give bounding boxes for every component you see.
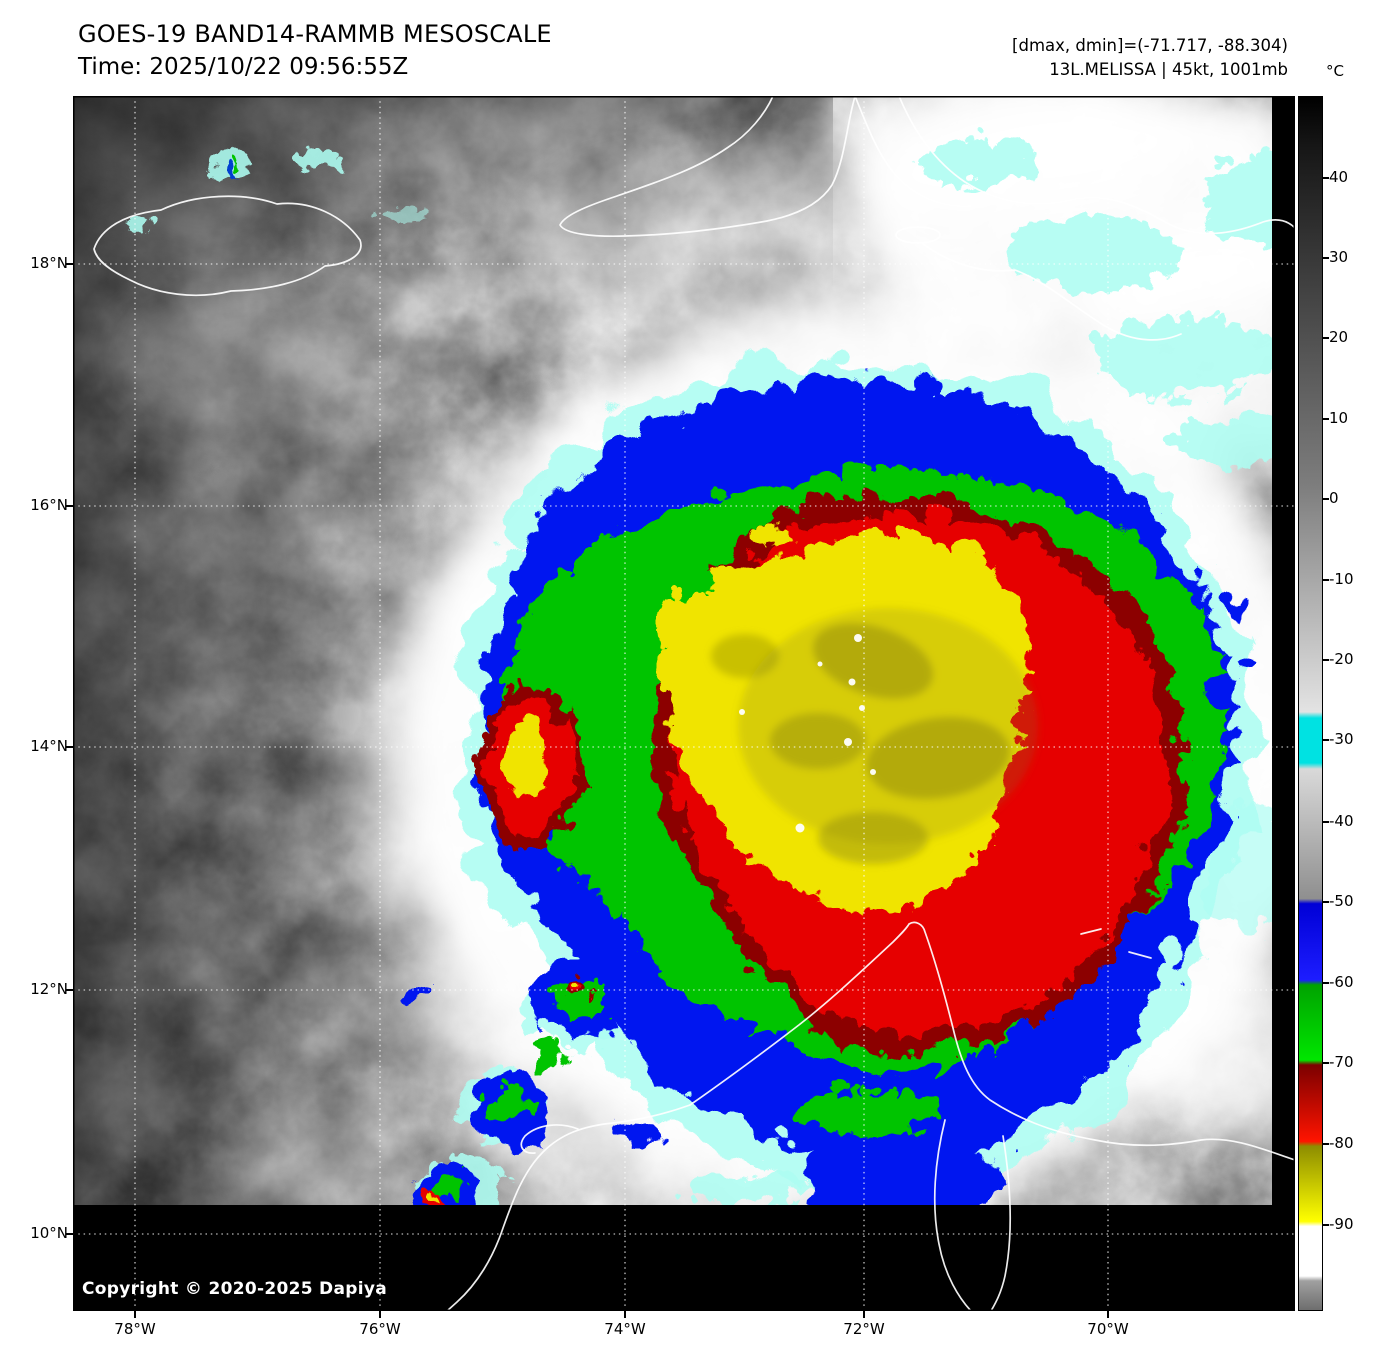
colorbar-tick (1323, 579, 1329, 581)
colorbar-tick (1323, 659, 1329, 661)
colorbar-tick (1323, 1062, 1329, 1064)
colorbar-label-0: 0 (1329, 489, 1339, 507)
colorbar-tick (1323, 739, 1329, 741)
axis-tick (66, 505, 73, 507)
colorbar-tick (1323, 982, 1329, 984)
coastline-gonave-gulf (854, 96, 972, 208)
axis-tick (66, 263, 73, 265)
overshooting-tops (739, 634, 876, 833)
title-block: GOES-19 BAND14-RAMMB MESOSCALE Time: 202… (78, 18, 552, 84)
graticule (73, 96, 1295, 1311)
lon-label-70w: 70°W (1087, 1320, 1129, 1338)
colorbar-label-n80: -80 (1329, 1134, 1354, 1152)
colorbar-label-20: 20 (1329, 328, 1349, 346)
lon-label-72w: 72°W (843, 1320, 885, 1338)
no-data-mask (73, 96, 1295, 1311)
axis-tick (66, 1233, 73, 1235)
colorbar-tick (1323, 257, 1329, 259)
colorbar-label-n30: -30 (1329, 730, 1354, 748)
page-title: GOES-19 BAND14-RAMMB MESOSCALE (78, 20, 552, 48)
timestamp: Time: 2025/10/22 09:56:55Z (78, 54, 409, 80)
coastline-maracaibo-east (990, 1135, 1011, 1311)
colorbar-label-10: 10 (1329, 409, 1349, 427)
colorbar-tick (1323, 498, 1329, 500)
colorbar-label-n10: -10 (1329, 570, 1354, 588)
lat-label-10n: 10°N (30, 1224, 68, 1242)
map-border (73, 96, 1295, 1311)
colorbar-label-n90: -90 (1329, 1215, 1354, 1233)
coastline-haiti-peninsula (559, 96, 856, 238)
colorbar-label-n50: -50 (1329, 892, 1354, 910)
island-a (1080, 928, 1102, 935)
coastline-south-america (689, 921, 1295, 1161)
lat-label-14n: 14°N (30, 737, 68, 755)
colorbar-tick (1323, 901, 1329, 903)
lon-label-76w: 76°W (359, 1320, 401, 1338)
lat-label-12n: 12°N (30, 980, 68, 998)
lat-label-18n: 18°N (30, 254, 68, 272)
map-frame (73, 96, 1295, 1311)
colorbar-label-n20: -20 (1329, 650, 1354, 668)
lon-label-74w: 74°W (604, 1320, 646, 1338)
axis-tick (134, 1311, 136, 1318)
colorbar-tick (1323, 821, 1329, 823)
colorbar-tick (1323, 337, 1329, 339)
axis-tick (1107, 1311, 1109, 1318)
axis-tick (624, 1311, 626, 1318)
axis-tick (379, 1311, 381, 1318)
lon-label-78w: 78°W (114, 1320, 156, 1338)
storm-info: 13L.MELISSA | 45kt, 1001mb (1049, 60, 1288, 79)
coastline-hispaniola-bay (922, 243, 1182, 341)
colorbar-tick (1323, 177, 1329, 179)
core-texture (711, 608, 1038, 864)
info-block: [dmax, dmin]=(-71.717, -88.304) 13L.MELI… (1012, 34, 1288, 82)
coastline-jamaica (93, 195, 362, 297)
coastline-colombia (446, 1104, 691, 1311)
colorbar (1298, 96, 1323, 1311)
coastlines (93, 96, 1295, 1311)
colorbar-label-n40: -40 (1329, 812, 1354, 830)
satellite-image (73, 96, 1295, 1311)
axis-tick (863, 1311, 865, 1318)
dmax-dmin-readout: [dmax, dmin]=(-71.717, -88.304) (1012, 36, 1288, 55)
coastline-lagoon (520, 1124, 579, 1154)
colorbar-tick (1323, 1224, 1329, 1226)
colorbar-label-40: 40 (1329, 168, 1349, 186)
lat-label-16n: 16°N (30, 496, 68, 514)
colorbar-label-30: 30 (1329, 248, 1349, 266)
colorbar-label-n70: -70 (1329, 1053, 1354, 1071)
colorbar-tick (1323, 1143, 1329, 1145)
island-b (1128, 951, 1152, 959)
axis-tick (66, 746, 73, 748)
colorbar-unit: °C (1326, 62, 1344, 80)
gonave-island (895, 226, 941, 244)
coastline-hispaniola-north (898, 96, 1295, 235)
colorbar-label-n60: -60 (1329, 973, 1354, 991)
coastline-maracaibo-west (933, 1119, 972, 1311)
copyright-text: Copyright © 2020-2025 Dapiya (82, 1279, 387, 1299)
colorbar-tick (1323, 418, 1329, 420)
axis-tick (66, 989, 73, 991)
